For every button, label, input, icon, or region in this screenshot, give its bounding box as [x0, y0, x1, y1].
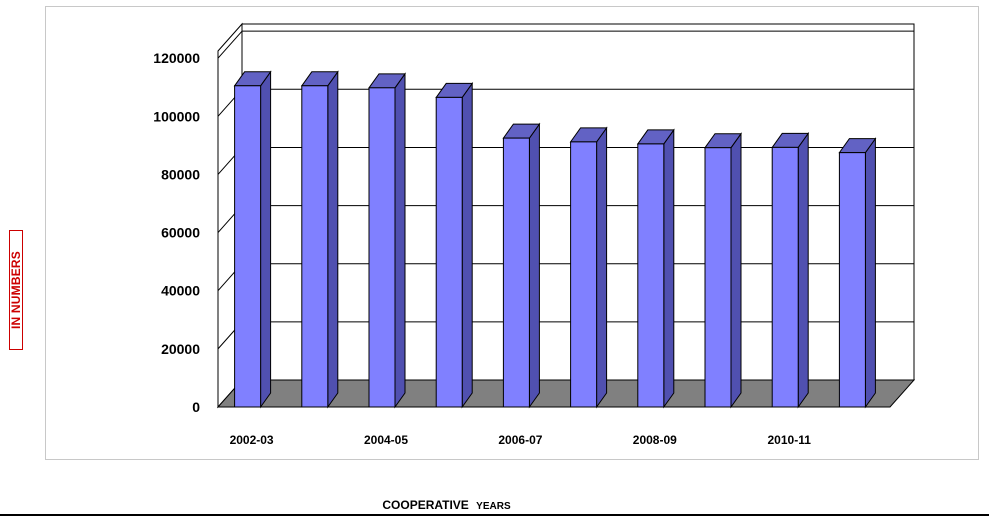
bar — [838, 152, 866, 408]
x-tick-label: 2006-07 — [498, 433, 542, 447]
y-tick-label: 120000 — [153, 50, 200, 66]
y-tick-label: 20000 — [161, 341, 200, 357]
y-tick-label: 0 — [192, 399, 200, 415]
bar-side — [461, 81, 473, 409]
bar-side — [864, 137, 876, 409]
x-tick-label: 2002-03 — [230, 433, 274, 447]
bar — [368, 87, 396, 408]
y-tick-label: 80000 — [161, 166, 200, 182]
bar — [435, 96, 463, 408]
bar — [637, 143, 665, 408]
bar-side — [260, 70, 272, 409]
bar-side — [528, 122, 540, 409]
bar-side — [394, 72, 406, 409]
x-tick-label: 2004-05 — [364, 433, 408, 447]
x-axis-label: COOPERATIVE YEARS — [0, 498, 893, 512]
bar-side — [730, 132, 742, 409]
chart-frame — [45, 6, 979, 460]
x-axis-label-main: COOPERATIVE — [382, 498, 469, 512]
bar — [502, 137, 530, 408]
bar-side — [327, 70, 339, 409]
bar-side — [663, 128, 675, 409]
bar-side — [797, 131, 809, 409]
bar-side — [596, 126, 608, 409]
bottom-rule — [0, 514, 989, 516]
y-tick-label: 60000 — [161, 225, 200, 241]
x-tick-label: 2008-09 — [633, 433, 677, 447]
x-axis-label-small: YEARS — [476, 501, 511, 512]
bar — [301, 85, 329, 408]
bar — [704, 147, 732, 408]
bar — [771, 146, 799, 408]
x-tick-label: 2010-11 — [768, 433, 812, 447]
bar — [234, 85, 262, 408]
y-tick-label: 100000 — [153, 108, 200, 124]
y-tick-label: 40000 — [161, 283, 200, 299]
y-axis-label-box — [9, 230, 23, 350]
gridline-side — [217, 30, 243, 59]
y-axis-label: IN NUMBERS — [9, 250, 23, 330]
bar — [570, 141, 598, 408]
bar-chart-plot: 0 20000 40000 60000 80000 100000 120000 2002-03… — [153, 22, 916, 447]
